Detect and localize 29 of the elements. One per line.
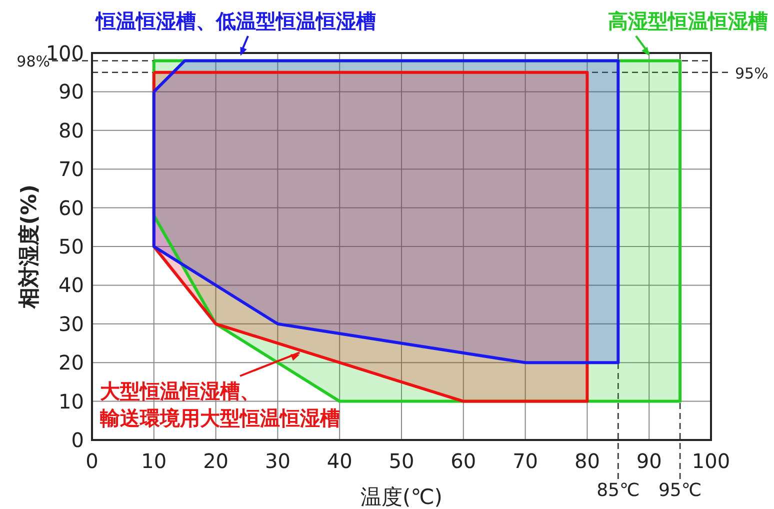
x-tick-label: 100 [692,449,730,473]
y-tick-label: 20 [58,350,84,375]
series-label: 恒温恒湿槽、低温型恒温恒湿槽 [94,9,376,33]
x-tick-label: 70 [512,449,538,473]
ref-line-label: 85℃ [596,480,640,501]
x-tick-label: 90 [636,449,662,473]
y-tick-label: 70 [58,157,84,182]
ref-line-label: 95℃ [658,480,702,501]
y-tick-label: 50 [58,234,84,258]
y-tick-label: 90 [58,80,84,104]
ref-line-label: 95% [735,64,768,82]
y-tick-label: 30 [58,312,84,336]
x-tick-label: 80 [574,449,600,473]
y-tick-label: 0 [71,428,84,452]
y-tick-label: 80 [58,118,84,142]
x-tick-label: 0 [86,449,98,473]
legend-label: 大型恒温恒湿槽、輸送環境用大型恒温恒湿槽 [99,379,340,430]
y-tick-label: 40 [58,273,84,298]
x-tick-label: 30 [264,449,290,473]
y-tick-label: 10 [58,389,84,414]
x-tick-label: 50 [388,449,414,473]
x-tick-label: 60 [450,449,476,473]
y-tick-label: 60 [58,196,84,220]
x-tick-label: 20 [203,449,229,473]
series-label: 高湿型恒温恒湿槽 [608,9,768,33]
y-axis-title: 相対湿度(%) [17,184,41,310]
x-tick-label: 40 [326,449,352,473]
x-axis-title: 温度(℃) [360,485,442,509]
x-tick-label: 10 [141,449,167,473]
